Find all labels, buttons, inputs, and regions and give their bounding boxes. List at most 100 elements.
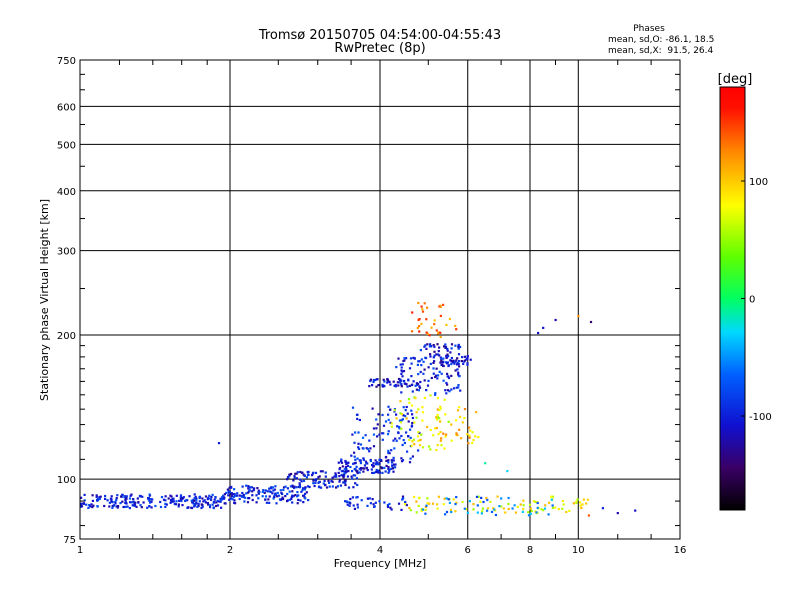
- data-point: [458, 406, 461, 409]
- data-point: [227, 490, 230, 493]
- data-point: [269, 486, 272, 489]
- data-point: [417, 301, 420, 305]
- data-point: [404, 500, 407, 504]
- data-point: [201, 505, 204, 508]
- data-point: [337, 471, 340, 474]
- data-point: [436, 377, 439, 380]
- data-point: [299, 499, 302, 502]
- data-point: [413, 443, 416, 446]
- data-point: [391, 464, 394, 467]
- data-point: [536, 506, 539, 509]
- data-point: [529, 512, 533, 515]
- data-point: [439, 335, 442, 339]
- data-point: [561, 499, 564, 503]
- data-point: [463, 359, 467, 362]
- data-point: [401, 363, 404, 366]
- data-point: [395, 417, 398, 420]
- data-point: [402, 406, 405, 409]
- data-point: [242, 493, 245, 496]
- data-point: [527, 514, 531, 517]
- x-tick-label: 1: [77, 545, 83, 556]
- data-point: [430, 376, 433, 380]
- data-point: [445, 354, 448, 357]
- data-point: [364, 434, 367, 437]
- data-point: [454, 360, 457, 363]
- data-point: [209, 497, 212, 501]
- phase-stats-heading: Phases: [633, 24, 665, 34]
- data-point: [458, 365, 461, 368]
- data-point: [437, 433, 440, 436]
- data-point: [400, 366, 403, 369]
- data-point: [363, 464, 366, 467]
- data-point: [277, 494, 281, 497]
- data-point: [397, 357, 400, 360]
- data-point: [378, 471, 381, 474]
- data-point: [346, 475, 349, 478]
- data-point: [251, 494, 254, 497]
- data-point: [381, 467, 384, 470]
- data-point: [353, 507, 356, 510]
- data-point: [151, 498, 154, 501]
- data-point: [430, 345, 433, 348]
- data-point: [421, 310, 425, 313]
- data-point: [390, 467, 393, 470]
- data-point: [529, 507, 532, 510]
- data-point: [482, 500, 485, 504]
- data-point: [343, 473, 346, 476]
- data-point: [211, 493, 214, 496]
- data-point: [366, 497, 369, 500]
- data-point: [382, 378, 385, 381]
- data-point: [356, 471, 359, 475]
- data-point: [428, 502, 431, 505]
- phase-stats-o: mean, sd,O: -86.1, 18.5: [608, 35, 714, 45]
- data-point: [442, 364, 445, 367]
- data-point: [456, 434, 459, 437]
- data-point: [274, 485, 277, 488]
- data-point: [209, 506, 212, 509]
- data-point: [248, 489, 251, 492]
- data-point: [359, 459, 362, 462]
- data-point: [417, 373, 420, 376]
- data-point: [434, 375, 437, 379]
- data-point: [581, 503, 584, 506]
- data-point: [521, 510, 524, 513]
- data-point: [472, 508, 475, 511]
- data-point: [233, 488, 236, 491]
- data-point: [244, 496, 247, 499]
- data-point: [408, 367, 412, 370]
- data-point: [252, 489, 255, 492]
- data-point: [506, 470, 509, 473]
- data-point: [394, 385, 398, 388]
- data-point: [407, 379, 410, 382]
- data-point: [411, 390, 414, 393]
- y-tick-label: 200: [57, 331, 76, 342]
- data-point: [346, 464, 349, 467]
- data-point: [396, 425, 399, 428]
- data-point: [551, 504, 554, 507]
- data-point: [417, 360, 420, 363]
- data-point: [535, 511, 538, 514]
- data-point: [125, 502, 128, 505]
- data-point: [256, 487, 259, 490]
- data-point: [457, 343, 460, 346]
- data-point: [469, 358, 472, 361]
- data-point: [394, 383, 397, 387]
- data-point: [399, 400, 402, 403]
- data-point: [384, 470, 387, 473]
- data-point: [394, 463, 397, 466]
- data-point: [391, 467, 394, 470]
- data-point: [522, 499, 525, 502]
- data-point: [121, 493, 124, 496]
- data-point: [296, 471, 299, 474]
- data-point: [362, 458, 365, 461]
- data-point: [444, 413, 447, 416]
- data-point: [368, 439, 371, 442]
- data-point: [557, 508, 560, 511]
- data-point: [437, 374, 440, 377]
- data-point: [282, 486, 286, 489]
- data-point: [343, 479, 347, 482]
- data-point: [301, 489, 304, 492]
- data-point: [471, 431, 474, 434]
- data-point: [444, 513, 447, 516]
- data-point: [319, 470, 322, 473]
